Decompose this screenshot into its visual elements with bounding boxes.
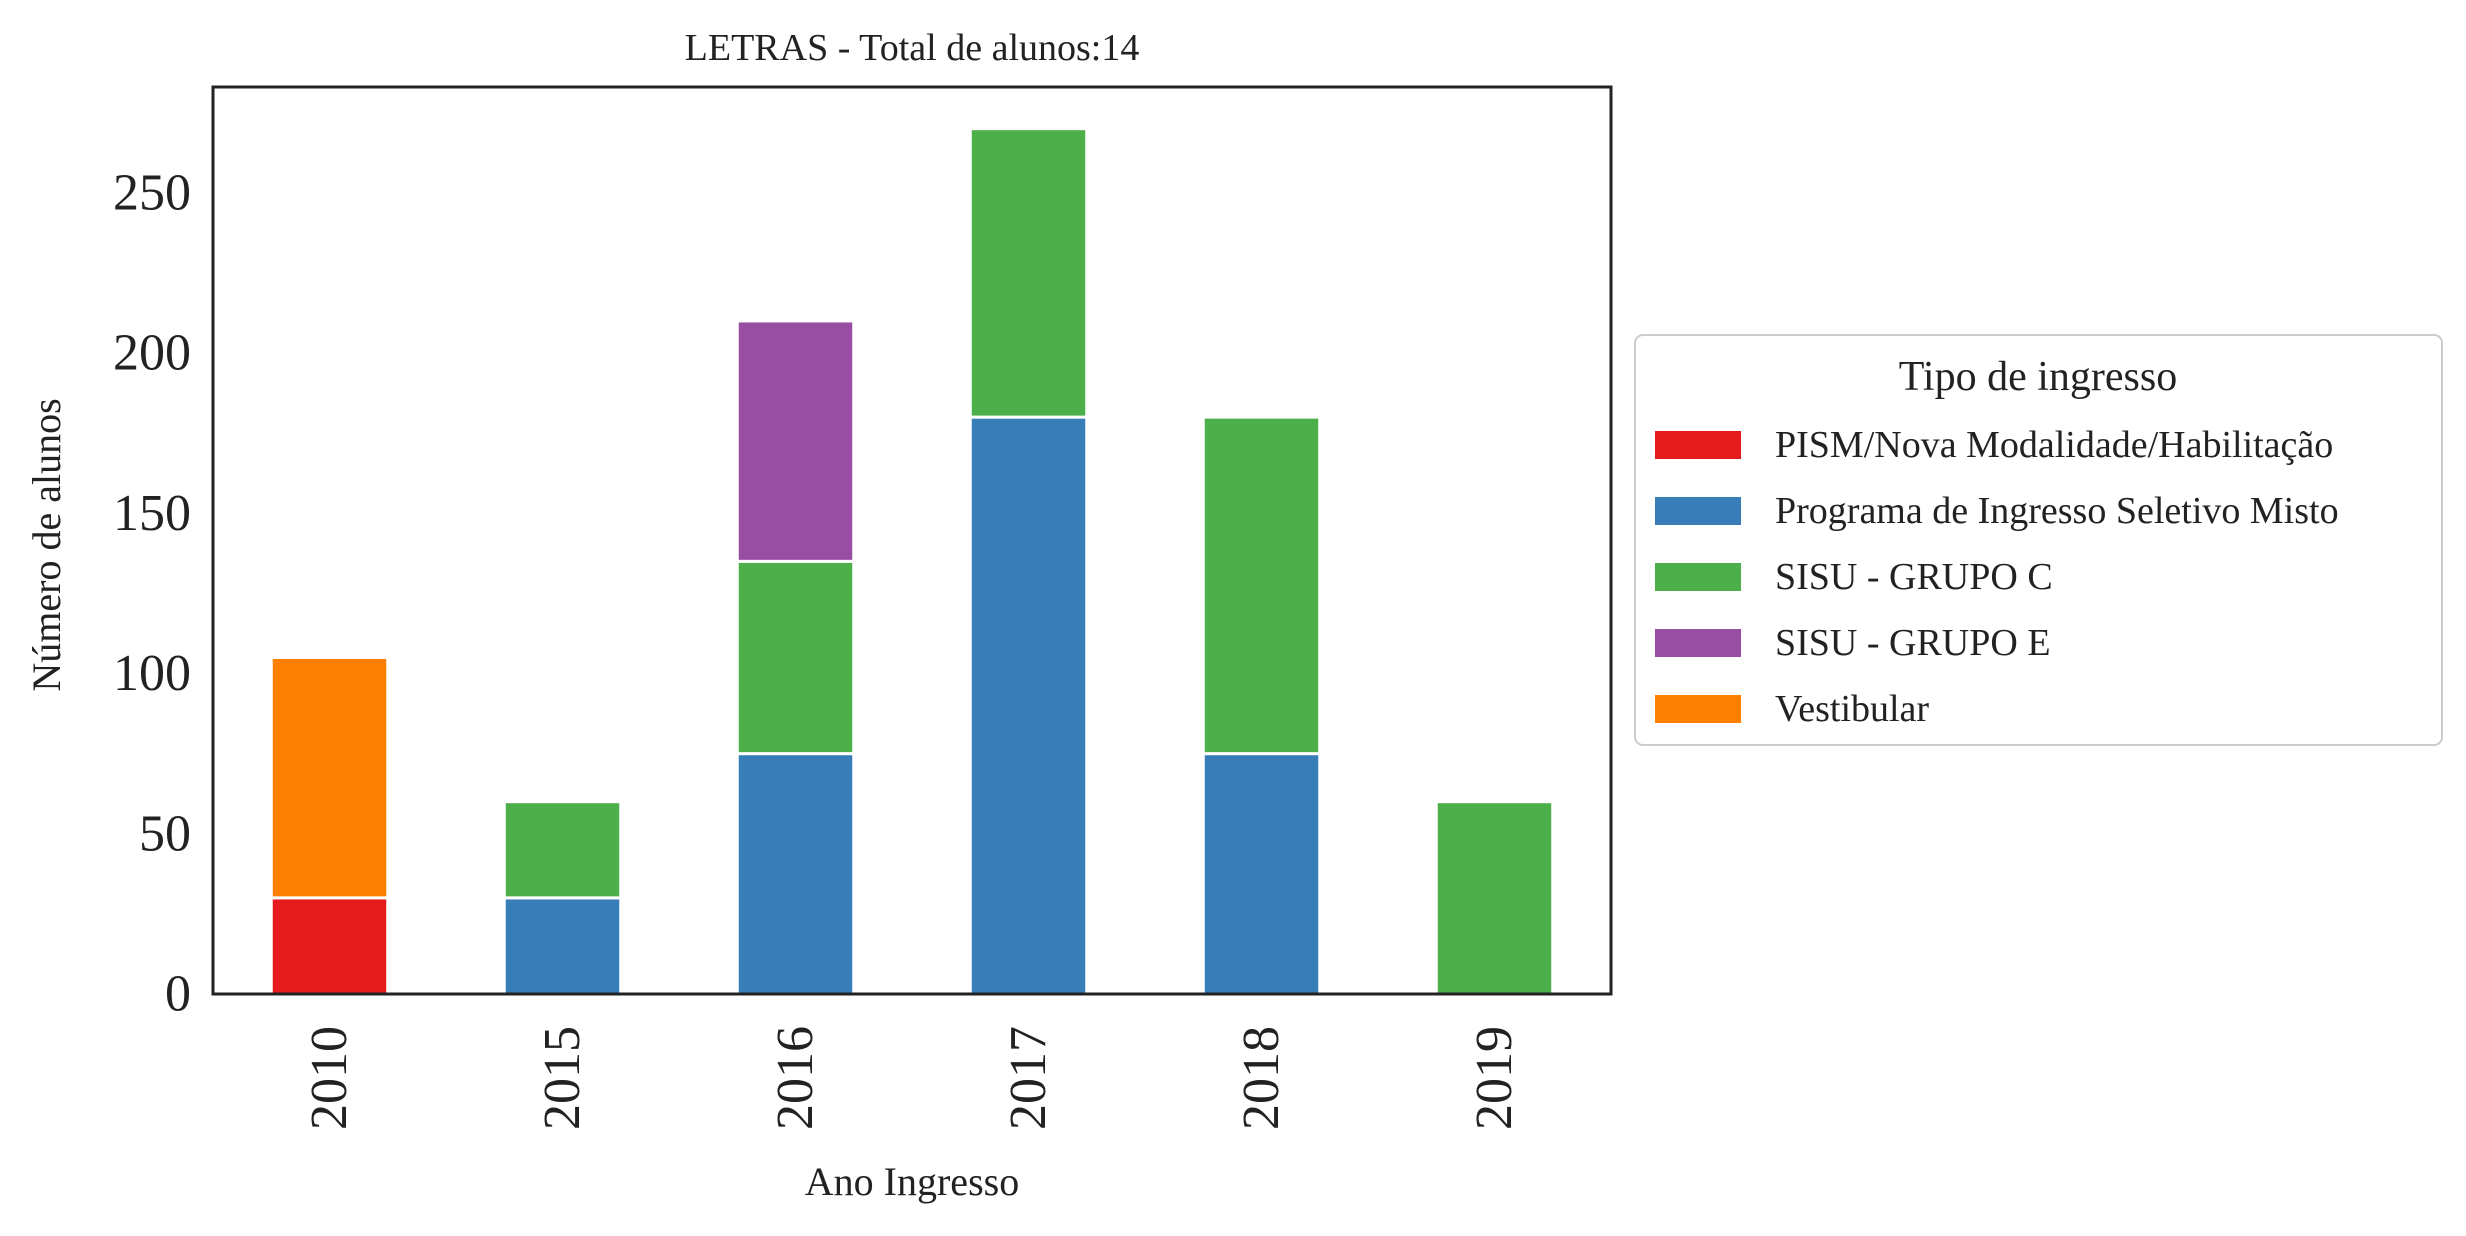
- y-tick-label-100: 100: [113, 645, 191, 702]
- bar-segment-2017-series-2: [968, 127, 1089, 419]
- x-tick-label-2016: 2016: [767, 1026, 824, 1130]
- legend-swatch-1: [1655, 497, 1741, 525]
- x-tick-label-2015: 2015: [534, 1026, 591, 1130]
- x-tick-label-2017: 2017: [1000, 1026, 1057, 1130]
- y-ticks-group: 0 50 100 150 200 250: [113, 164, 191, 1022]
- y-tick-label-50: 50: [139, 805, 191, 862]
- x-tick-label-2010: 2010: [301, 1026, 358, 1130]
- x-tick-label-2019: 2019: [1466, 1026, 1523, 1130]
- legend: Tipo de ingresso PISM/Nova Modalidade/Ha…: [1634, 334, 2443, 746]
- x-tick-label-2018: 2018: [1233, 1026, 1290, 1130]
- bar-segment-2016-series-3: [735, 319, 856, 563]
- y-tick-label-0: 0: [165, 966, 191, 1023]
- bars-group: [269, 127, 1555, 996]
- legend-swatch-0: [1655, 431, 1741, 459]
- legend-label-0: PISM/Nova Modalidade/Habilitação: [1775, 424, 2333, 466]
- legend-label-1: Programa de Ingresso Seletivo Misto: [1775, 490, 2339, 532]
- chart-title: LETRAS - Total de alunos:14: [685, 27, 1140, 69]
- legend-label-4: Vestibular: [1775, 688, 1929, 730]
- legend-swatch-3: [1655, 629, 1741, 657]
- x-ticks-group: 2010 2015 2016 2017 2018 2019: [301, 1026, 1523, 1130]
- bar-segment-2018-series-1: [1201, 752, 1322, 996]
- bar-segment-2017-series-1: [968, 415, 1089, 996]
- bar-segment-2016-series-2: [735, 559, 856, 756]
- bar-segment-2015-series-1: [502, 896, 623, 996]
- bar-segment-2010-series-4: [269, 655, 390, 900]
- y-axis-label: Número de alunos: [24, 398, 69, 691]
- bar-segment-2019-series-2: [1434, 800, 1555, 996]
- bar-segment-2018-series-2: [1201, 415, 1322, 756]
- legend-box: [1634, 334, 2443, 746]
- y-tick-label-150: 150: [113, 485, 191, 542]
- legend-items: PISM/Nova Modalidade/Habilitação Programa…: [1655, 424, 2339, 730]
- y-tick-label-250: 250: [113, 164, 191, 221]
- legend-title: Tipo de ingresso: [1899, 354, 2177, 400]
- bar-segment-2010-series-0: [269, 896, 390, 996]
- legend-swatch-4: [1655, 695, 1741, 723]
- bar-segment-2016-series-1: [735, 752, 856, 996]
- y-tick-label-200: 200: [113, 325, 191, 382]
- plot-area-frame: [211, 85, 1613, 996]
- legend-swatch-2: [1655, 563, 1741, 591]
- legend-label-3: SISU - GRUPO E: [1775, 622, 2051, 664]
- legend-label-2: SISU - GRUPO C: [1775, 556, 2053, 598]
- x-axis-label: Ano Ingresso: [805, 1159, 1019, 1204]
- bar-segment-2015-series-2: [502, 800, 623, 900]
